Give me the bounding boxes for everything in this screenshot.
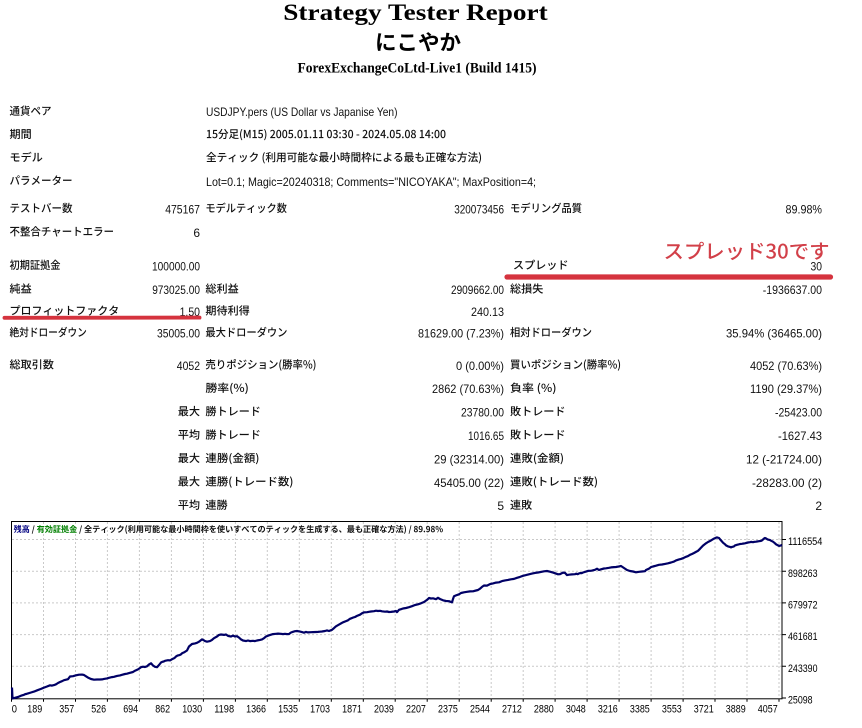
svg-text:Lot=0.1; Magic=20240318; Comme: Lot=0.1; Magic=20240318; Comments="NICOY…: [206, 175, 536, 189]
svg-text:1016.65: 1016.65: [468, 429, 504, 443]
svg-text:3553: 3553: [662, 703, 682, 715]
svg-text:1116554: 1116554: [788, 536, 822, 548]
svg-text:3721: 3721: [694, 703, 714, 715]
svg-text:4057: 4057: [758, 703, 778, 715]
svg-text:35005.00: 35005.00: [157, 327, 200, 341]
svg-text:23780.00: 23780.00: [461, 406, 504, 420]
svg-text:4052 (70.63%): 4052 (70.63%): [750, 359, 822, 373]
svg-text:475167: 475167: [165, 202, 200, 216]
svg-text:25098: 25098: [788, 695, 813, 707]
svg-text:5: 5: [497, 499, 504, 513]
svg-text:357: 357: [59, 703, 74, 715]
svg-text:ForexExchangeCoLtd-Live1 (Buil: ForexExchangeCoLtd-Live1 (Build 1415): [298, 61, 537, 77]
svg-text:1703: 1703: [310, 703, 330, 715]
svg-text:4052: 4052: [177, 359, 200, 373]
svg-text:89.98%: 89.98%: [786, 202, 823, 216]
svg-text:2544: 2544: [470, 703, 490, 715]
svg-text:1190 (29.37%): 1190 (29.37%): [750, 382, 822, 396]
svg-text:3889: 3889: [726, 703, 746, 715]
svg-text:3385: 3385: [630, 703, 650, 715]
svg-text:100000.00: 100000.00: [152, 259, 200, 273]
svg-text:973025.00: 973025.00: [152, 283, 200, 297]
svg-text:Strategy Tester Report: Strategy Tester Report: [283, 0, 548, 26]
svg-text:1535: 1535: [278, 703, 298, 715]
svg-text:2862 (70.63%): 2862 (70.63%): [432, 382, 504, 396]
svg-text:243390: 243390: [788, 663, 818, 675]
svg-text:1871: 1871: [342, 703, 362, 715]
svg-text:USDJPY.pers (US Dollar vs Japa: USDJPY.pers (US Dollar vs Japanise Yen): [206, 105, 398, 119]
svg-text:30: 30: [811, 259, 823, 273]
svg-text:1366: 1366: [246, 703, 266, 715]
svg-text:526: 526: [91, 703, 106, 715]
svg-text:29 (32314.00): 29 (32314.00): [434, 452, 504, 466]
svg-text:-1627.43: -1627.43: [778, 429, 822, 443]
svg-text:189: 189: [27, 703, 42, 715]
svg-text:0 (0.00%): 0 (0.00%): [456, 359, 504, 373]
svg-text:-28283.00 (2): -28283.00 (2): [752, 476, 822, 490]
svg-text:679972: 679972: [788, 600, 818, 612]
svg-text:12 (-21724.00): 12 (-21724.00): [746, 452, 822, 466]
svg-text:240.13: 240.13: [471, 305, 504, 319]
svg-text:1198: 1198: [214, 703, 234, 715]
svg-text:2375: 2375: [438, 703, 458, 715]
svg-text:2909662.00: 2909662.00: [451, 283, 504, 297]
svg-text:3216: 3216: [598, 703, 618, 715]
svg-text:3048: 3048: [566, 703, 586, 715]
svg-text:-25423.00: -25423.00: [775, 406, 822, 420]
svg-text:1030: 1030: [182, 703, 202, 715]
svg-text:2712: 2712: [502, 703, 522, 715]
svg-text:2: 2: [815, 499, 822, 513]
svg-text:35.94% (36465.00): 35.94% (36465.00): [726, 327, 822, 341]
svg-text:45405.00 (22): 45405.00 (22): [434, 476, 504, 490]
svg-text:320073456: 320073456: [454, 202, 504, 216]
svg-text:461681: 461681: [788, 631, 818, 643]
svg-text:-1936637.00: -1936637.00: [763, 283, 822, 297]
svg-text:2039: 2039: [374, 703, 394, 715]
svg-text:2880: 2880: [534, 703, 554, 715]
svg-text:0: 0: [12, 703, 17, 715]
svg-text:898263: 898263: [788, 568, 818, 580]
svg-text:6: 6: [193, 226, 200, 240]
svg-text:862: 862: [155, 703, 170, 715]
svg-text:2207: 2207: [406, 703, 426, 715]
svg-text:694: 694: [123, 703, 138, 715]
svg-text:81629.00 (7.23%): 81629.00 (7.23%): [418, 327, 504, 341]
